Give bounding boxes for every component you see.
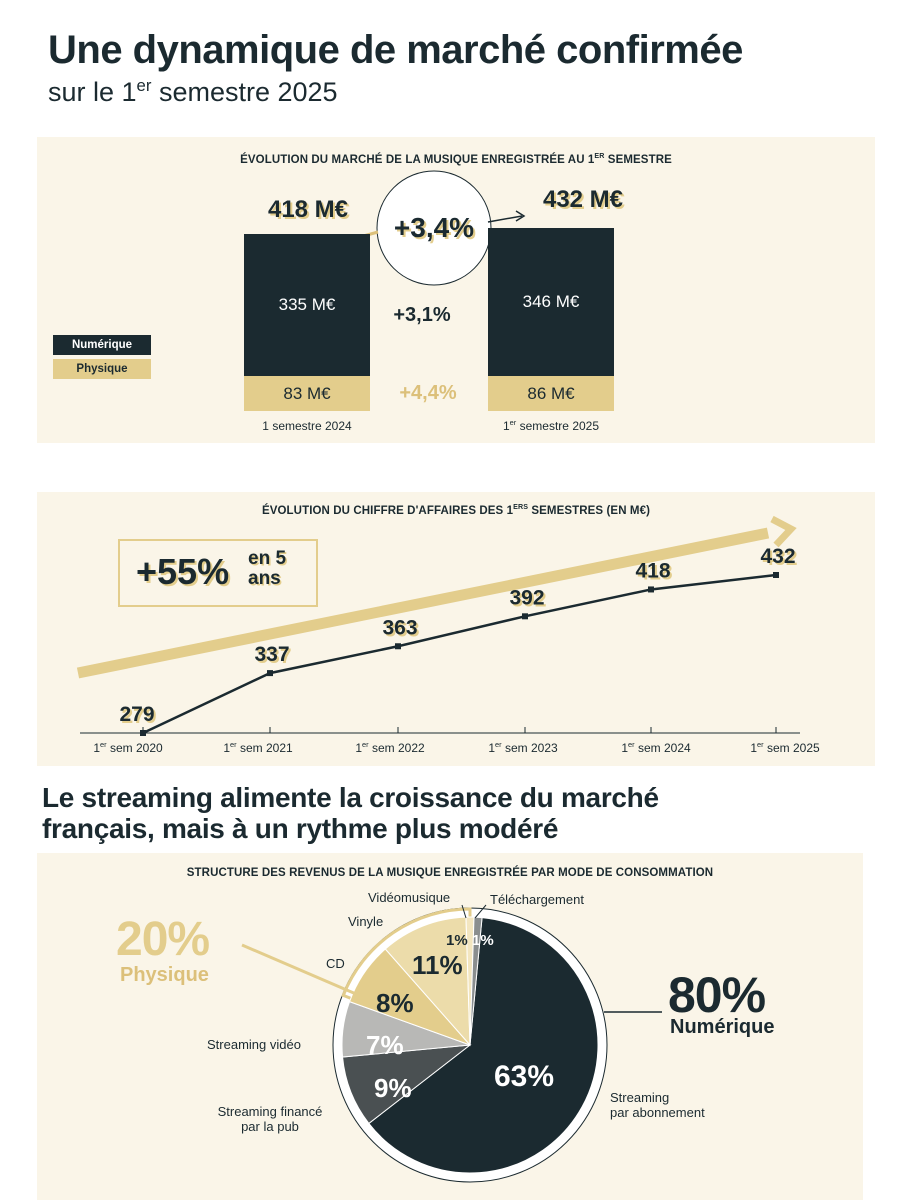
arrow-head-icon [515,210,526,222]
page-title: Une dynamique de marché confirmée [48,28,743,72]
revenue-point [140,730,146,736]
caption-2025: 1er semestre 2025 [502,418,600,433]
point-value-label: 432 [760,545,795,568]
market-evolution-chart [355,170,526,286]
label-streaming-pub: Streaming financé par la pub [217,1104,323,1134]
point-value-label: 279 [119,703,154,726]
revenue-point [522,613,528,620]
point-value-shadow: 432 [762,547,797,570]
tick-label-2023: 1er sem 2023 [488,740,558,755]
physique-label: Physique [120,964,209,986]
legend-numerique: Numérique [53,335,151,355]
tick-label-2022: 1er sem 2022 [355,740,425,755]
revenue-point [648,586,654,593]
slice-vinyle [384,916,471,1047]
revenue-line [142,573,777,735]
physique-percent: 20% [116,913,210,966]
slice-telechargement [469,916,483,1046]
slice-label-cd: 8% [376,988,414,1018]
point-value-shadow: 279 [121,705,156,728]
page-subtitle: sur le 1er semestre 2025 [48,76,338,107]
revenue-point [395,643,401,650]
point-value-shadow: 418 [637,561,672,584]
bar-numerique-2025: 346 M€ [488,228,614,376]
slice-label-videomusique: 1% [446,932,468,949]
growth-callout [118,539,318,607]
growth-numerique: +3,1% [393,304,451,326]
tick-label-2021: 1er sem 2021 [223,740,293,755]
revenue-evolution-title: ÉVOLUTION DU CHIFFRE D'AFFAIRES DES 1ERS… [261,503,651,517]
slice-streaming-abonnement [368,917,599,1174]
point-value-label: 392 [509,586,544,609]
label-cd: CD [326,956,345,971]
point-value-label: 418 [635,559,670,582]
trend-arrow-head-icon [770,515,797,548]
slice-label-streaming-abo: 63% [494,1060,555,1093]
point-value-shadow: 363 [384,618,419,641]
slice-label-streaming-video: 7% [366,1030,404,1060]
point-value-label: 363 [382,616,417,639]
growth-connector-arrow [487,215,523,223]
trend-arrow-shaft [76,527,770,679]
slice-label-streaming-pub: 9% [374,1073,412,1103]
tick-label-2020: 1er sem 2020 [93,740,163,755]
leader-videomusique [461,904,467,919]
revenue-structure-title: STRUCTURE DES REVENUS DE LA MUSIQUE ENRE… [186,867,714,879]
growth-callout-value: +55% [136,551,230,592]
label-streaming-abo: Streaming par abonnement [610,1090,705,1120]
slice-label-telechargement: 1% [472,932,494,949]
bar-physique-2024: 83 M€ [244,376,370,411]
total-2025: 432 M€ [542,186,624,213]
label-vinyle: Vinyle [348,914,384,929]
tick-label-2025: 1er sem 2025 [750,740,820,755]
point-value-label: 337 [254,643,289,666]
bar-physique-2025: 86 M€ [488,376,614,411]
numerique-percent: 80% [668,967,766,1023]
point-value-shadow: 337 [256,645,291,668]
legend-physique: Physique [53,359,151,379]
label-streaming-video: Streaming vidéo [207,1037,301,1052]
label-telechargement: Téléchargement [490,892,584,907]
numerique-label: Numérique [670,1016,775,1038]
tick-label-2024: 1er sem 2024 [621,740,691,755]
label-videomusique: Vidéomusique [368,890,451,905]
revenue-point [773,572,779,578]
leader-telechargement [474,904,487,919]
point-value-shadow: 392 [511,588,546,611]
growth-total: +3,4% [393,212,475,243]
growth-physique: +4,4% [399,382,457,404]
caption-2024: 1 semestre 2024 [262,419,352,433]
section-title: Le streaming alimente la croissance du m… [42,782,659,844]
total-2024: 418 M€ [267,196,349,223]
market-evolution-title: ÉVOLUTION DU MARCHÉ DE LA MUSIQUE ENREGI… [240,152,672,166]
revenue-point [267,670,273,677]
growth-callout-text: en 5 ans [248,548,287,589]
bar-numerique-2024: 335 M€ [244,234,370,376]
physique-leader-line [241,943,357,996]
slice-label-vinyle: 11% [412,950,463,980]
physique-arc-highlight [341,907,472,1048]
